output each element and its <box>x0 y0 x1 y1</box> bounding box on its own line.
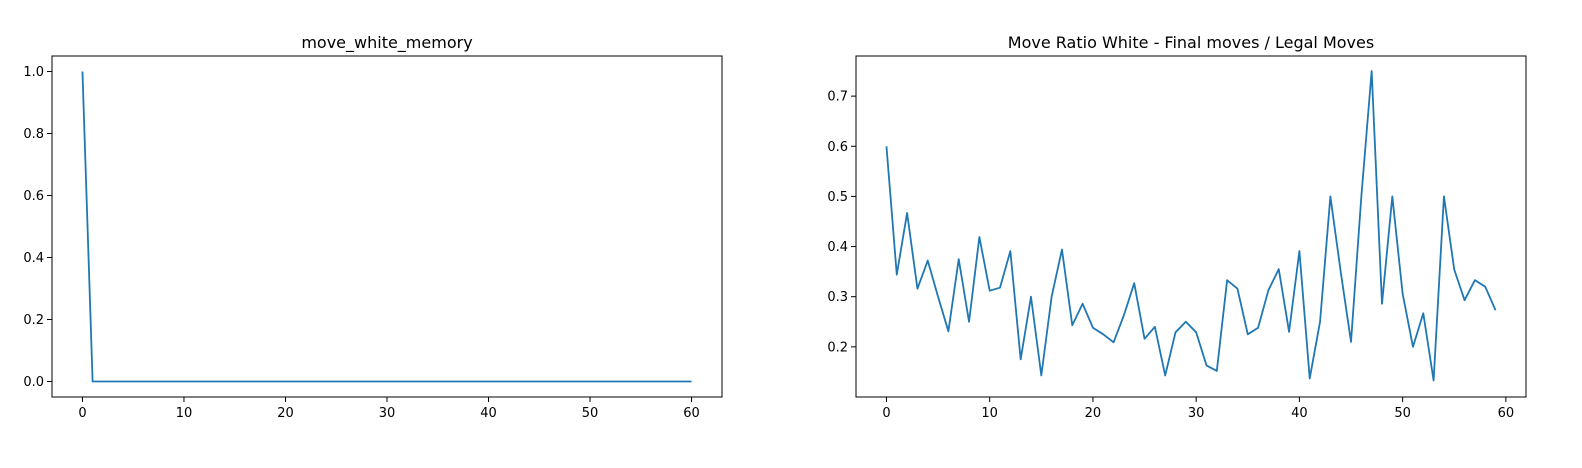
x-tick-label: 20 <box>277 406 294 421</box>
y-tick-label: 0.5 <box>827 190 848 205</box>
axes-frame <box>51 55 723 398</box>
y-tick-label: 0.6 <box>23 189 44 204</box>
x-axis-ticks: 0 10 20 30 40 50 60 <box>78 397 700 421</box>
x-tick-label: 60 <box>1498 406 1515 421</box>
x-tick-label: 20 <box>1085 406 1102 421</box>
x-tick-label: 40 <box>480 406 497 421</box>
x-tick-label: 0 <box>882 406 890 421</box>
chart-move-ratio-white: Move Ratio White - Final moves / Legal M… <box>827 33 1527 421</box>
x-tick-label: 60 <box>683 406 700 421</box>
y-axis-ticks: 0.2 0.3 0.4 0.5 0.6 0.7 <box>827 90 856 355</box>
chart-title: Move Ratio White - Final moves / Legal M… <box>1008 33 1374 52</box>
x-tick-label: 40 <box>1291 406 1308 421</box>
series-line <box>81 71 692 383</box>
y-tick-label: 1.0 <box>23 65 44 80</box>
y-tick-label: 0.4 <box>827 240 848 255</box>
x-tick-label: 30 <box>379 406 396 421</box>
y-axis-ticks: 0.0 0.2 0.4 0.6 0.8 1.0 <box>23 65 52 390</box>
y-tick-label: 0.6 <box>827 140 848 155</box>
y-tick-label: 0.2 <box>23 313 44 328</box>
plot-area <box>885 70 1497 382</box>
chart-move-white-memory: move_white_memory 0 10 20 30 40 50 60 0.00.20.… <box>23 33 723 421</box>
y-tick-label: 0.0 <box>23 375 44 390</box>
chart-title: move_white_memory <box>301 33 472 53</box>
y-tick-label: 0.8 <box>23 127 44 142</box>
x-tick-label: 0 <box>78 406 86 421</box>
y-tick-label: 0.3 <box>827 290 848 305</box>
x-tick-label: 10 <box>981 406 998 421</box>
x-tick-label: 50 <box>1394 406 1411 421</box>
x-tick-label: 30 <box>1188 406 1205 421</box>
y-tick-label: 0.2 <box>827 340 848 355</box>
x-tick-label: 10 <box>176 406 193 421</box>
plot-area <box>81 71 692 383</box>
y-tick-label: 0.7 <box>827 90 848 105</box>
x-tick-label: 50 <box>582 406 599 421</box>
series-line <box>885 70 1497 382</box>
y-tick-label: 0.4 <box>23 251 44 266</box>
x-axis-ticks: 0 10 20 30 40 50 60 <box>882 397 1514 421</box>
axes-frame <box>855 55 1527 398</box>
